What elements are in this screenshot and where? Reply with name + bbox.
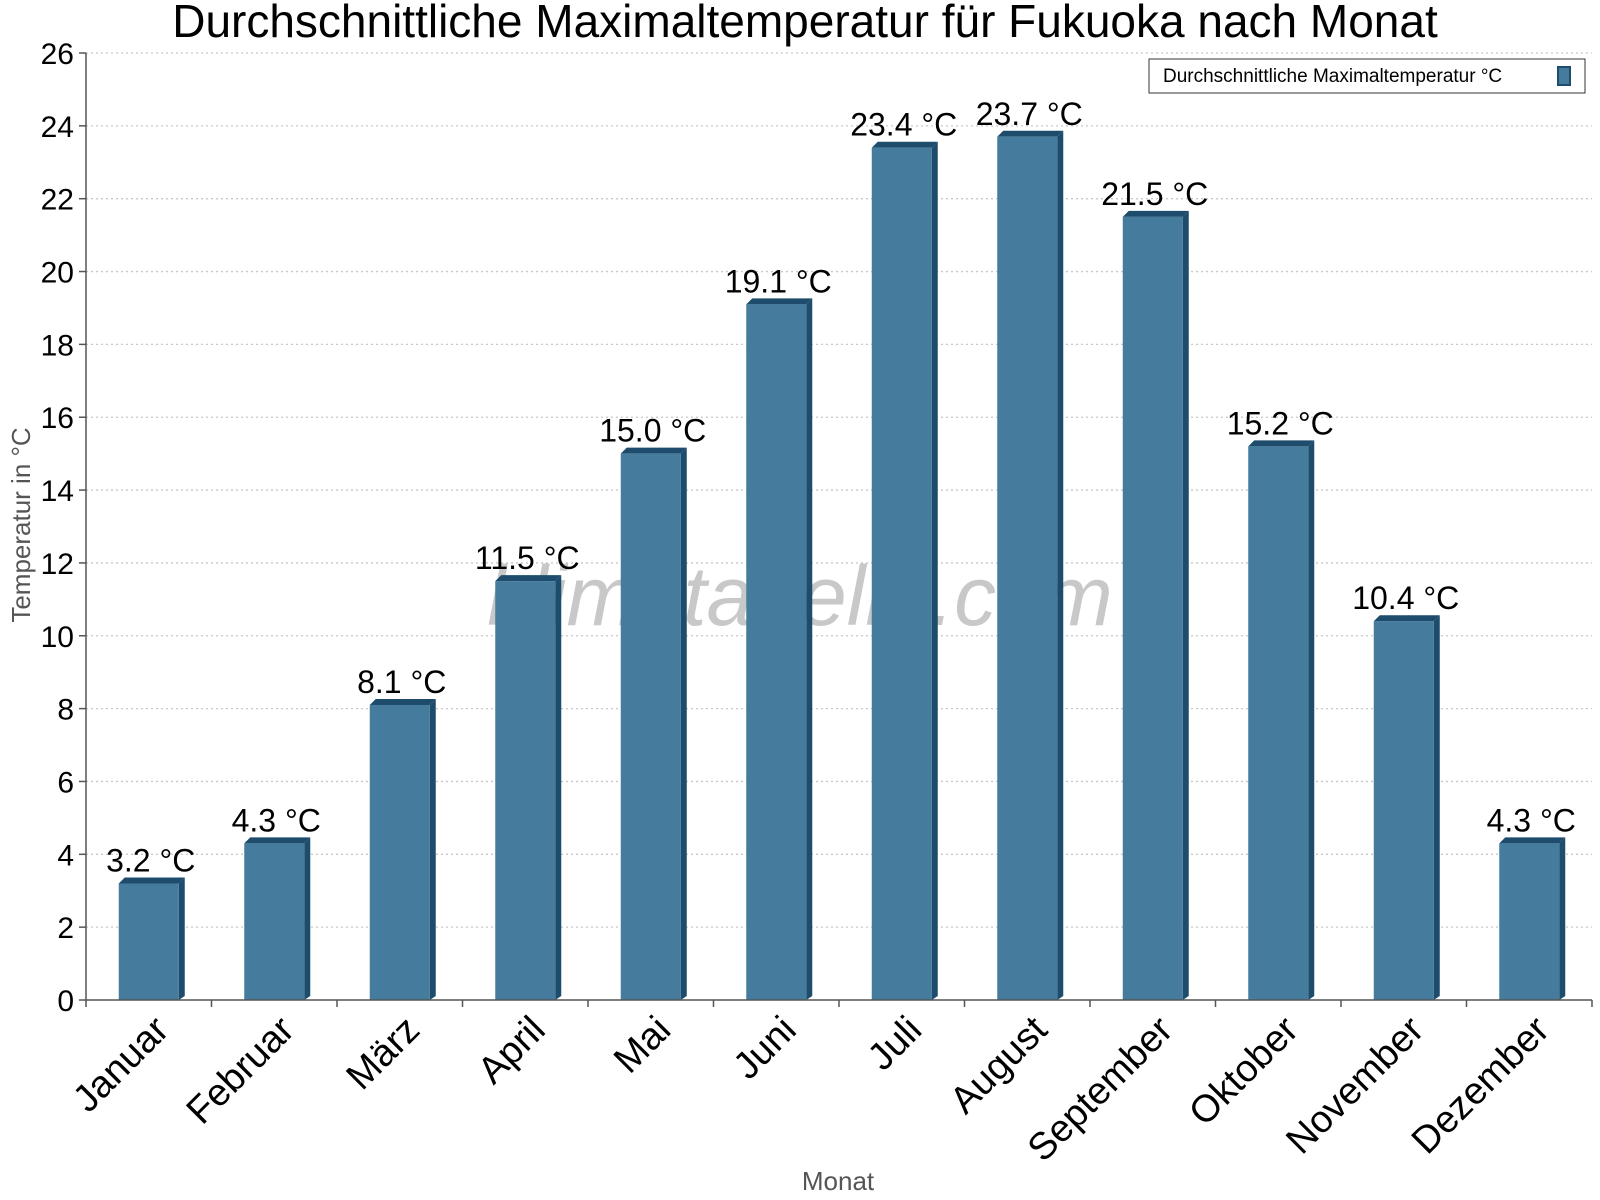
y-tick-label: 18 — [41, 329, 74, 362]
bar-side — [1559, 837, 1566, 1000]
y-tick-label: 0 — [57, 985, 74, 1018]
bar-side — [806, 298, 813, 1001]
bar-front — [1499, 843, 1560, 1000]
legend: Durchschnittliche Maximaltemperatur °C — [1148, 58, 1586, 94]
bar-front — [369, 704, 430, 1000]
bar-november — [1373, 615, 1440, 1000]
y-tick-label: 24 — [41, 111, 74, 144]
y-tick-label: 6 — [57, 766, 74, 799]
bar-side — [931, 141, 938, 1000]
grid-layer — [86, 52, 1592, 928]
legend-swatch — [1557, 66, 1571, 86]
x-tick-label: Februar — [179, 1008, 303, 1132]
bar-juni — [746, 298, 813, 1001]
bar-side — [178, 877, 185, 1000]
bar-august — [997, 130, 1064, 1000]
y-tick-label: 10 — [41, 621, 74, 654]
bar-september — [1122, 210, 1189, 1001]
x-tick-label: Juli — [860, 1009, 930, 1079]
bar-front — [1373, 621, 1434, 1000]
bar-top — [1373, 615, 1440, 622]
x-tick-label: Januar — [65, 1008, 177, 1120]
data-label: 11.5 °C — [475, 540, 580, 576]
data-label: 3.2 °C — [106, 842, 195, 878]
data-label: 21.5 °C — [1101, 176, 1208, 212]
bar-top — [244, 837, 311, 844]
data-label: 15.2 °C — [1227, 405, 1334, 441]
bar-februar — [244, 837, 311, 1000]
data-label: 8.1 °C — [357, 664, 446, 700]
chart-title: Durchschnittliche Maximaltemperatur für … — [172, 0, 1438, 47]
bar-top — [620, 447, 687, 454]
bar-top — [746, 298, 813, 305]
bar-front — [871, 147, 932, 1000]
x-tick-label: Oktober — [1181, 1008, 1307, 1134]
bar-front — [620, 453, 681, 1001]
bar-side — [1308, 440, 1315, 1000]
bar-top — [118, 877, 185, 884]
bar-top — [997, 130, 1064, 137]
data-labels-layer: 3.2 °C 4.3 °C 8.1 °C 11.5 °C 15.0 °C 19.1 °C 2… — [106, 96, 1576, 879]
y-tick-label: 2 — [57, 912, 74, 945]
y-tick-label: 20 — [41, 257, 74, 290]
bar-front — [244, 843, 305, 1000]
x-axis-label: Monat — [802, 1166, 875, 1196]
data-label: 4.3 °C — [232, 802, 321, 838]
bar-side — [304, 837, 311, 1000]
bar-side — [1057, 130, 1064, 1000]
bar-side — [680, 447, 687, 1001]
data-label: 4.3 °C — [1487, 802, 1576, 838]
y-tick-label: 14 — [41, 475, 74, 508]
legend-box — [1148, 58, 1586, 94]
bar-side — [555, 575, 562, 1000]
bar-top — [1499, 837, 1566, 844]
y-tick-label: 26 — [41, 38, 74, 71]
x-tick-label: Dezember — [1404, 1008, 1558, 1162]
bar-front — [746, 304, 807, 1001]
y-tick-label: 22 — [41, 184, 74, 217]
data-label: 10.4 °C — [1352, 580, 1459, 616]
data-label: 15.0 °C — [599, 413, 706, 449]
y-axis-label: Temperatur in °C — [6, 427, 36, 622]
bar-side — [429, 698, 436, 1000]
x-tick-label: August — [942, 1008, 1056, 1122]
bar-top — [1248, 440, 1315, 447]
x-tick-label: Juni — [726, 1009, 805, 1088]
y-tick-label: 16 — [41, 402, 74, 435]
bar-top — [871, 141, 938, 148]
legend-label: Durchschnittliche Maximaltemperatur °C — [1163, 66, 1502, 87]
data-label: 19.1 °C — [725, 263, 832, 299]
y-tick-label: 8 — [57, 694, 74, 727]
bar-april — [495, 575, 562, 1000]
bar-front — [1248, 446, 1309, 1000]
x-tick-label: März — [339, 1009, 428, 1098]
bar-mai — [620, 447, 687, 1001]
bar-top — [1122, 210, 1189, 217]
bar-front — [495, 581, 556, 1000]
data-label: 23.4 °C — [850, 107, 957, 143]
bar-juli — [871, 141, 938, 1000]
bar-januar — [118, 877, 185, 1000]
y-tick-label: 12 — [41, 548, 74, 581]
bar-side — [1433, 615, 1440, 1000]
bar-märz — [369, 698, 436, 1000]
bar-front — [118, 883, 179, 1000]
y-tick-label: 4 — [57, 839, 74, 872]
bar-oktober — [1248, 440, 1315, 1000]
data-label: 23.7 °C — [976, 96, 1083, 132]
bar-side — [1182, 210, 1189, 1001]
bar-front — [997, 136, 1058, 1000]
bar-dezember — [1499, 837, 1566, 1000]
bar-top — [369, 698, 436, 705]
bar-front — [1122, 216, 1183, 1001]
x-tick-label: April — [470, 1009, 553, 1092]
bar-top — [495, 575, 562, 582]
x-tick-label: Mai — [606, 1009, 679, 1082]
bars-layer — [118, 130, 1566, 1001]
